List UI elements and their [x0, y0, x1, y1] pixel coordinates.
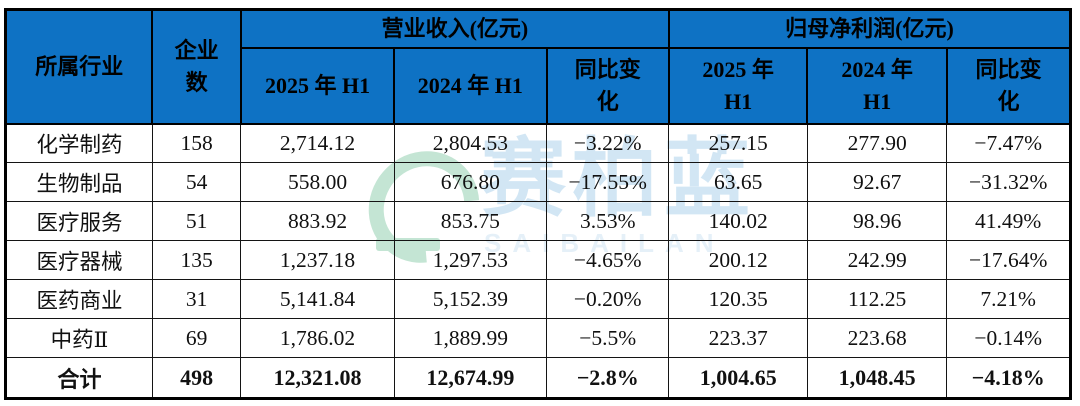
col-header-revenue-yoy: 同比变化	[545, 46, 670, 125]
cell-profit-yoy: −31.32%	[946, 162, 1071, 202]
cell-revenue-2024: 676.80	[393, 162, 548, 202]
company-count-line2: 数	[185, 69, 208, 95]
cell-profit-2024: 242.99	[806, 240, 948, 280]
table-row-pharma-commerce: 医药商业 31 5,141.84 5,152.39 −0.20% 120.35 …	[5, 279, 1071, 319]
table-row-medical-services: 医疗服务 51 883.92 853.75 3.53% 140.02 98.96…	[5, 201, 1071, 241]
cell-profit-2025: 257.15	[668, 123, 808, 163]
cell-profit-yoy: −0.14%	[946, 318, 1071, 358]
cell-total-label: 合计	[5, 357, 153, 399]
cell-profit-2025: 140.02	[668, 201, 808, 241]
profit-2024-line1: 2024 年	[841, 56, 913, 82]
col-header-profit-yoy: 同比变化	[945, 46, 1072, 125]
cell-revenue-2025: 2,714.12	[240, 123, 395, 163]
cell-revenue-2025: 5,141.84	[240, 279, 395, 319]
profit-2025-line1: 2025 年	[702, 56, 774, 82]
company-count-line1: 企业	[174, 37, 219, 63]
header-row-sub: 2025 年 H1 2024 年 H1 同比变化 2025 年 H1 2024 年…	[6, 46, 1072, 125]
cell-industry: 医疗器械	[5, 240, 153, 280]
table-row-chemical-pharma: 化学制药 158 2,714.12 2,804.53 −3.22% 257.15…	[5, 123, 1071, 163]
cell-industry: 医药商业	[5, 279, 153, 319]
group-header-net-profit: 归母净利润(亿元)	[667, 8, 1072, 49]
cell-revenue-2024: 853.75	[393, 201, 548, 241]
col-header-company-count: 企业数	[151, 8, 242, 125]
cell-revenue-yoy: −3.22%	[545, 123, 670, 163]
table-row-biologics: 生物制品 54 558.00 676.80 −17.55% 63.65 92.6…	[5, 162, 1071, 202]
cell-total-revenue-2025: 12,321.08	[240, 357, 395, 399]
cell-company-count: 135	[151, 240, 242, 280]
col-header-revenue-2024h1: 2024 年 H1	[393, 46, 548, 125]
cell-profit-yoy: −7.47%	[946, 123, 1071, 163]
cell-revenue-yoy: −5.5%	[545, 318, 670, 358]
cell-revenue-2025: 883.92	[240, 201, 395, 241]
profit-2025-line2: H1	[724, 88, 753, 114]
revenue-yoy-line1: 同比变	[574, 56, 641, 82]
cell-industry: 化学制药	[5, 123, 153, 163]
cell-company-count: 158	[151, 123, 242, 163]
cell-profit-2024: 112.25	[806, 279, 948, 319]
cell-total-profit-2025: 1,004.65	[668, 357, 808, 399]
col-header-profit-2024h1: 2024 年 H1	[806, 46, 948, 125]
revenue-yoy-line2: 化	[596, 88, 619, 114]
cell-revenue-2025: 1,786.02	[240, 318, 395, 358]
cell-profit-2024: 277.90	[806, 123, 948, 163]
table-container: 所属行业 企业数 营业收入(亿元) 归母净利润(亿元) 2025 年 H1 20…	[4, 8, 1072, 400]
cell-profit-yoy: 7.21%	[946, 279, 1071, 319]
cell-company-count: 51	[151, 201, 242, 241]
cell-revenue-yoy: 3.53%	[545, 201, 670, 241]
cell-profit-2024: 98.96	[806, 201, 948, 241]
cell-revenue-2024: 5,152.39	[393, 279, 548, 319]
col-header-profit-2025h1: 2025 年 H1	[667, 46, 809, 125]
table-row-medical-devices: 医疗器械 135 1,237.18 1,297.53 −4.65% 200.12…	[5, 240, 1071, 280]
profit-2024-line2: H1	[863, 88, 892, 114]
cell-revenue-yoy: −4.65%	[545, 240, 670, 280]
cell-revenue-2025: 558.00	[240, 162, 395, 202]
cell-total-company-count: 498	[151, 357, 242, 399]
cell-profit-2025: 63.65	[668, 162, 808, 202]
cell-total-revenue-yoy: −2.8%	[545, 357, 670, 399]
table-row-total: 合计 498 12,321.08 12,674.99 −2.8% 1,004.6…	[5, 357, 1071, 399]
cell-revenue-2024: 1,889.99	[393, 318, 548, 358]
cell-industry: 生物制品	[5, 162, 153, 202]
cell-profit-2025: 120.35	[668, 279, 808, 319]
cell-profit-2025: 200.12	[668, 240, 808, 280]
profit-yoy-line1: 同比变	[975, 56, 1042, 82]
cell-revenue-2024: 1,297.53	[393, 240, 548, 280]
profit-yoy-line2: 化	[997, 88, 1020, 114]
cell-company-count: 69	[151, 318, 242, 358]
cell-total-profit-2024: 1,048.45	[806, 357, 948, 399]
table-row-tcm: 中药Ⅱ 69 1,786.02 1,889.99 −5.5% 223.37 22…	[5, 318, 1071, 358]
cell-revenue-yoy: −17.55%	[545, 162, 670, 202]
cell-industry: 医疗服务	[5, 201, 153, 241]
cell-profit-2024: 223.68	[806, 318, 948, 358]
cell-profit-yoy: −17.64%	[946, 240, 1071, 280]
cell-company-count: 31	[151, 279, 242, 319]
cell-revenue-2024: 2,804.53	[393, 123, 548, 163]
cell-profit-2025: 223.37	[668, 318, 808, 358]
header-row-groups: 所属行业 企业数 营业收入(亿元) 归母净利润(亿元)	[4, 8, 1072, 125]
col-header-industry: 所属行业	[4, 8, 154, 125]
cell-profit-2024: 92.67	[806, 162, 948, 202]
cell-revenue-yoy: −0.20%	[545, 279, 670, 319]
cell-industry: 中药Ⅱ	[5, 318, 153, 358]
cell-profit-yoy: 41.49%	[946, 201, 1071, 241]
cell-total-revenue-2024: 12,674.99	[393, 357, 548, 399]
cell-revenue-2025: 1,237.18	[240, 240, 395, 280]
cell-company-count: 54	[151, 162, 242, 202]
industry-financials-table: 所属行业 企业数 营业收入(亿元) 归母净利润(亿元) 2025 年 H1 20…	[4, 8, 1072, 400]
col-header-revenue-2025h1: 2025 年 H1	[239, 46, 396, 125]
group-header-revenue: 营业收入(亿元)	[239, 8, 670, 49]
cell-total-profit-yoy: −4.18%	[946, 357, 1071, 399]
